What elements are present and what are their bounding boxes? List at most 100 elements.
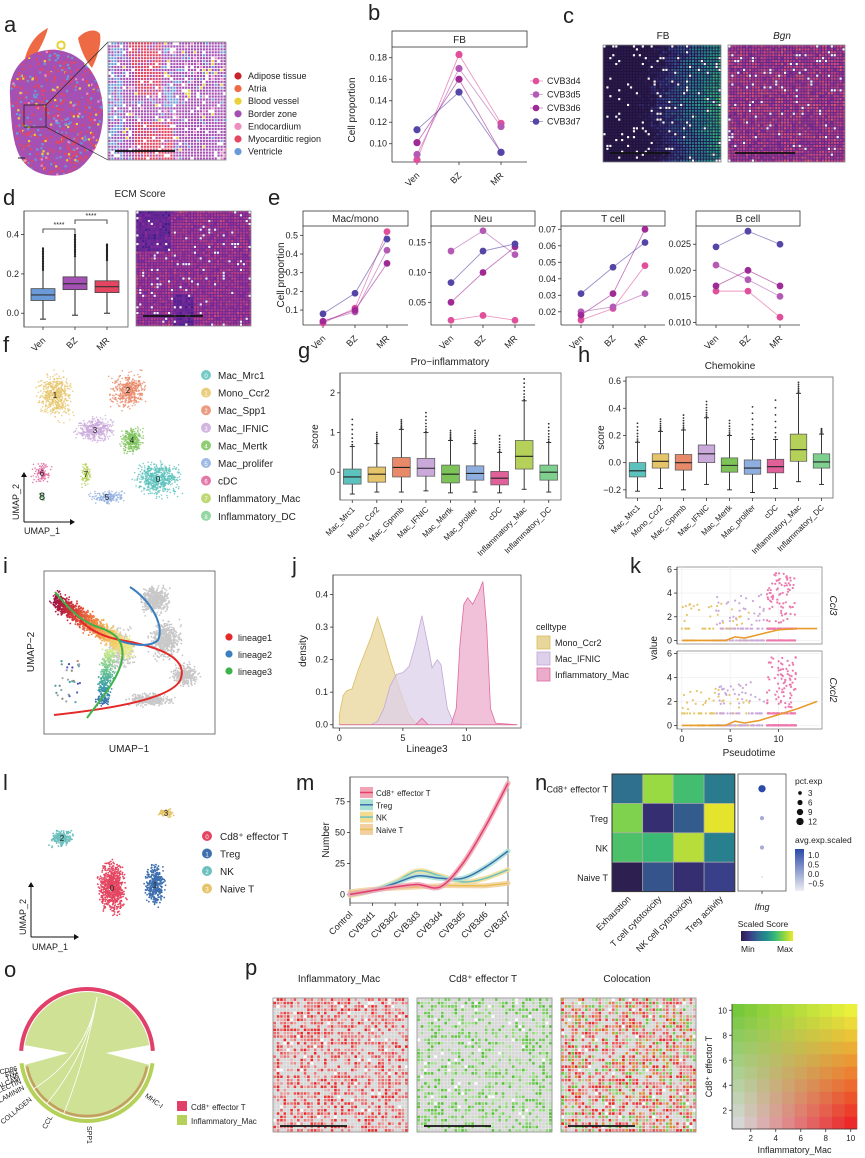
spot (203, 107, 205, 109)
spot (787, 57, 789, 59)
spot (674, 133, 676, 135)
spot (683, 66, 685, 68)
spot (677, 60, 679, 62)
spot (162, 63, 164, 65)
spot (55, 156, 57, 158)
spot (615, 57, 617, 59)
spot (209, 90, 211, 92)
spot (176, 125, 178, 127)
spot (618, 86, 620, 88)
spot (752, 83, 754, 85)
spot (203, 146, 205, 148)
spot (603, 127, 605, 129)
spot (692, 154, 694, 156)
spot (651, 159, 653, 161)
spot (657, 78, 659, 80)
spot (778, 66, 780, 68)
spot (103, 119, 105, 121)
spot (129, 146, 131, 148)
spot (188, 134, 190, 136)
spot (680, 127, 682, 129)
spot (746, 63, 748, 65)
spot (218, 90, 220, 92)
spot (221, 146, 223, 148)
spot (11, 166, 13, 168)
spot (173, 96, 175, 98)
spot (164, 78, 166, 80)
spot (737, 133, 739, 135)
map-title-fb: FB (657, 31, 670, 42)
spot (766, 98, 768, 100)
spot (126, 157, 128, 159)
spot (603, 66, 605, 68)
spot (645, 121, 647, 123)
spot (642, 142, 644, 144)
spot (718, 130, 720, 132)
spot (755, 69, 757, 71)
spot (94, 119, 96, 121)
spot (162, 54, 164, 56)
spot (200, 54, 202, 56)
spot (674, 45, 676, 47)
spot (746, 142, 748, 144)
spot (86, 174, 88, 176)
spot (200, 45, 202, 47)
spot (132, 137, 134, 139)
spot (170, 155, 172, 157)
spot (162, 157, 164, 159)
spot (734, 98, 736, 100)
spot (689, 130, 691, 132)
spot (766, 72, 768, 74)
spot (713, 78, 715, 80)
spot (743, 69, 745, 71)
spot (737, 107, 739, 109)
spot (695, 101, 697, 103)
spot (185, 143, 187, 145)
spot (16, 78, 18, 80)
spot (713, 104, 715, 106)
spot (713, 142, 715, 144)
spot (108, 140, 110, 142)
spot (624, 63, 626, 65)
spot (84, 150, 86, 152)
spot (636, 107, 638, 109)
spot (162, 98, 164, 100)
spot (659, 133, 661, 135)
spot (630, 145, 632, 147)
spot (707, 124, 709, 126)
spot (755, 104, 757, 106)
spot (642, 57, 644, 59)
spot (749, 45, 751, 47)
spot (758, 72, 760, 74)
spot (123, 101, 125, 103)
spot (132, 78, 134, 80)
spot (25, 92, 27, 94)
spot (683, 133, 685, 135)
spot (713, 48, 715, 50)
spot (197, 42, 199, 44)
spot (135, 131, 137, 133)
spot (126, 137, 128, 139)
spot (209, 98, 211, 100)
spot (781, 139, 783, 141)
spot (95, 161, 97, 163)
spot (41, 158, 43, 160)
spot (212, 113, 214, 115)
spot (740, 110, 742, 112)
spot (221, 155, 223, 157)
spot (752, 110, 754, 112)
spot (769, 136, 771, 138)
spot (141, 93, 143, 95)
spot (680, 72, 682, 74)
spot (734, 159, 736, 161)
spot (787, 81, 789, 83)
spot (194, 149, 196, 151)
spot (764, 130, 766, 132)
panel-letter-d: d (3, 185, 15, 210)
spot (150, 113, 152, 115)
spot (677, 101, 679, 103)
spot (665, 45, 667, 47)
spot (156, 93, 158, 95)
spot (642, 48, 644, 50)
spot (761, 113, 763, 115)
